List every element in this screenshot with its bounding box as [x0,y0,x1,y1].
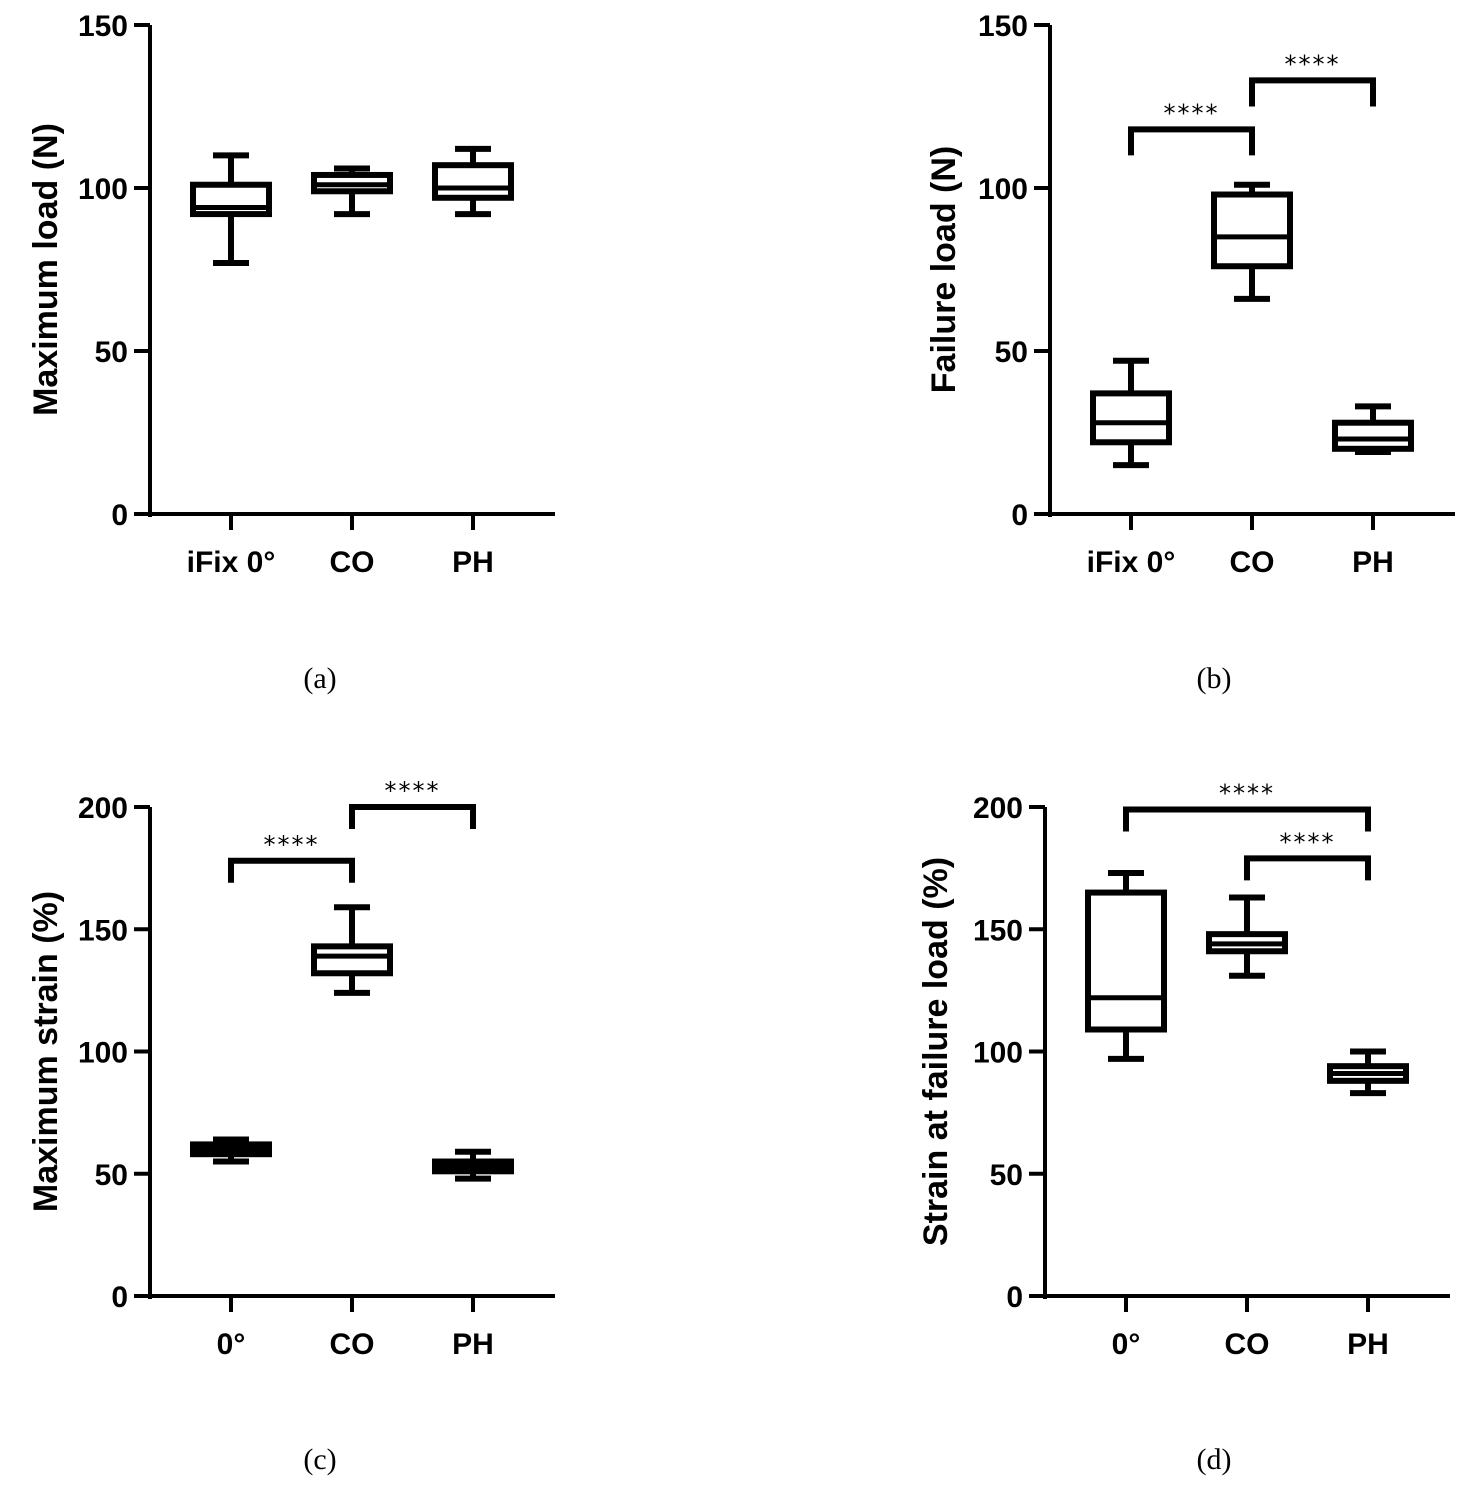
box-plot [190,152,272,266]
y-tick-label: 0 [111,1281,128,1314]
x-tick-label: iFix 0° [1087,546,1176,579]
box-plot [1332,403,1414,456]
bracket-line [1123,806,1371,832]
box-plot [1211,181,1293,302]
y-tick-label: 0 [1006,1281,1023,1314]
significance-label: **** [264,831,320,859]
significance-bracket: **** [1244,828,1371,881]
box-plot [432,145,514,218]
box-iqr [311,943,393,977]
box-plot [311,904,393,996]
x-tick-label: 0° [217,1328,246,1361]
significance-bracket: **** [1249,50,1376,107]
x-tick-label: CO [330,546,375,579]
y-tick-label: 50 [95,336,128,369]
y-tick-label: 150 [973,914,1023,947]
box-plot [1327,1048,1409,1097]
panel-caption: (c) [303,1443,336,1476]
panel-caption: (b) [1197,662,1232,695]
bracket-line [1249,77,1376,107]
y-tick-label: 200 [973,792,1023,825]
box-iqr [432,162,514,201]
y-tick-label: 50 [95,1159,128,1192]
significance-bracket: **** [228,831,355,883]
y-tick-label: 200 [78,792,128,825]
panel-caption: (d) [1197,1443,1232,1476]
significance-bracket: **** [1123,779,1371,832]
box-plot [311,165,393,218]
panel-c: 0 50 100 150 200 0° CO PH Maximum strain (%) ****… [27,777,555,1476]
y-axis-label: Maximum strain (%) [27,891,65,1212]
significance-label: **** [385,777,441,805]
box-iqr [1085,889,1167,1033]
box-iqr [1332,419,1414,452]
bracket-line [1128,126,1255,156]
box-iqr [1090,390,1172,446]
y-tick-label: 50 [990,1159,1023,1192]
x-tick-label: PH [452,1328,494,1361]
box-plot [190,1136,272,1165]
box-iqr [1211,191,1293,270]
x-tick-label: CO [330,1328,375,1361]
y-axis-label: Strain at failure load (%) [917,857,955,1246]
y-tick-label: 100 [78,173,128,206]
panel-caption: (a) [303,662,336,695]
box-plot [1090,357,1172,469]
x-tick-label: PH [1352,546,1394,579]
box-plot [1206,894,1288,979]
x-tick-label: 0° [1112,1328,1141,1361]
y-tick-label: 150 [78,914,128,947]
y-tick-label: 150 [978,10,1028,43]
x-tick-label: PH [452,546,494,579]
y-tick-label: 150 [78,10,128,43]
significance-label: **** [1219,779,1275,807]
significance-label: **** [1164,99,1220,127]
bracket-line [349,804,476,830]
significance-bracket: **** [1128,99,1255,156]
y-axis-label: Failure load (N) [925,146,963,393]
x-tick-label: iFix 0° [187,546,276,579]
panel-d: 0 50 100 150 200 0° CO PH Strain at failure load… [917,779,1450,1476]
significance-label: **** [1285,50,1341,78]
y-axis-label: Maximum load (N) [27,123,65,416]
box-plot [1085,870,1167,1062]
y-tick-label: 100 [973,1037,1023,1070]
significance-label: **** [1280,828,1336,856]
bracket-line [228,857,355,883]
x-tick-label: CO [1230,546,1275,579]
y-tick-label: 100 [978,173,1028,206]
box-plot [432,1148,514,1182]
y-tick-label: 50 [995,336,1028,369]
x-tick-label: PH [1347,1328,1389,1361]
y-tick-label: 100 [78,1037,128,1070]
significance-bracket: **** [349,777,476,830]
x-tick-label: CO [1225,1328,1270,1361]
panel-b: 0 50 100 150 iFix 0° CO PH Failure load (N) ****… [925,10,1455,695]
y-tick-label: 0 [111,499,128,532]
bracket-line [1244,855,1371,881]
y-tick-label: 0 [1011,499,1028,532]
panel-a: 0 50 100 150 iFix 0° CO PH Maximum load (N) (a) [27,10,555,695]
